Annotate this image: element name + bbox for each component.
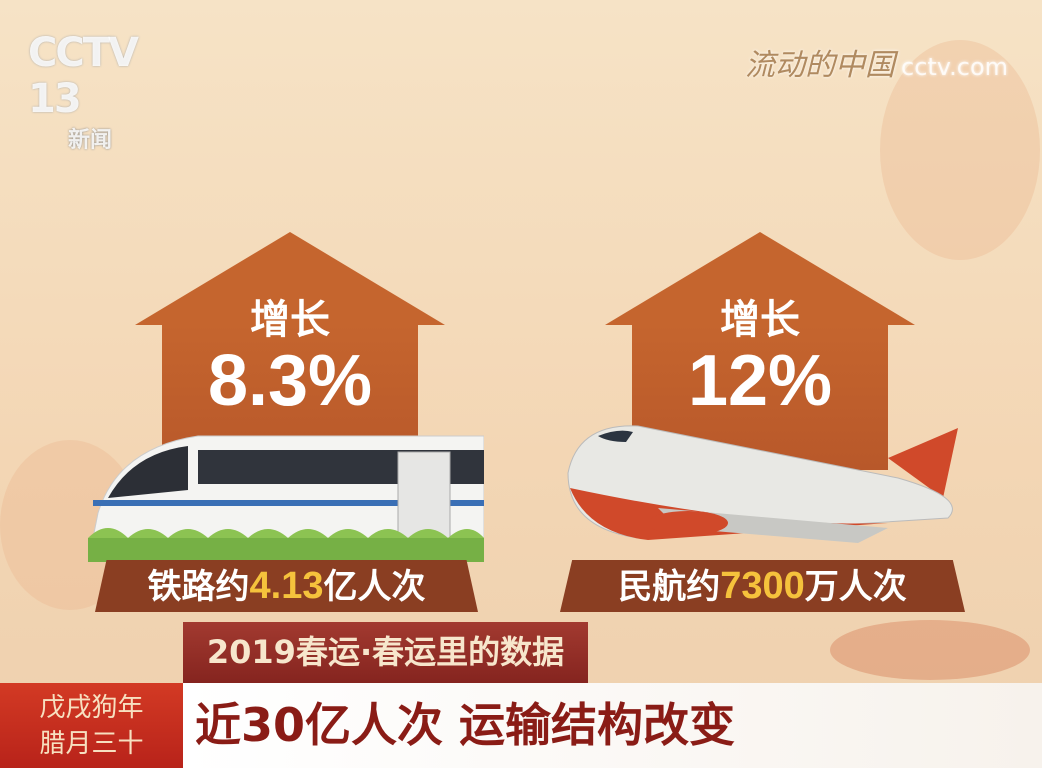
cloud-decoration [880,40,1040,260]
rail-growth-value: 8.3% [207,341,373,421]
air-growth-label: 增长 [720,297,800,343]
rail-growth-label: 增长 [250,297,330,343]
cloud-decoration [830,620,1030,680]
air-growth-value: 12% [687,341,833,421]
show-logo: 流动的中国 cctv.com [745,48,1009,83]
air-passenger-banner: 民航约7300万人次 [560,560,965,612]
lunar-date-box: 戊戌狗年 腊月三十 [0,683,183,768]
airplane-illustration [567,425,958,543]
lunar-year: 戊戌狗年 [39,693,144,723]
lunar-day: 腊月三十 [39,729,144,759]
cctv13-logo: CCTV 13 新闻 [28,30,139,153]
rail-passenger-banner: 铁路约4.13亿人次 [95,560,478,612]
train-illustration [88,435,484,562]
news-headline: 近30亿人次 运输结构改变 [183,683,1042,768]
segment-caption: 2019春运·春运里的数据 [183,622,588,683]
